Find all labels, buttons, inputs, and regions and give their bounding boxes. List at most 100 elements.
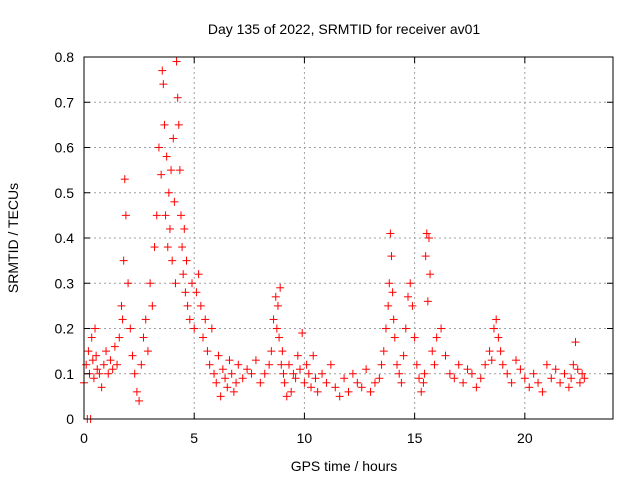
data-point [97, 383, 106, 392]
data-point [170, 197, 179, 206]
data-point [227, 369, 236, 378]
data-point [401, 324, 410, 333]
data-point [160, 120, 169, 129]
data-point [498, 360, 507, 369]
data-point [91, 324, 100, 333]
data-point [384, 301, 393, 310]
data-point [102, 347, 111, 356]
y-tick-label: 0.6 [55, 140, 75, 156]
data-point [212, 378, 221, 387]
data-point [459, 378, 468, 387]
data-point [164, 188, 173, 197]
data-point [190, 324, 199, 333]
data-point [326, 360, 335, 369]
data-point [238, 374, 247, 383]
data-point [467, 369, 476, 378]
data-point [388, 288, 397, 297]
data-point [454, 360, 463, 369]
data-point [366, 387, 375, 396]
data-point [135, 396, 144, 405]
data-point [542, 360, 551, 369]
data-point [221, 374, 230, 383]
data-point [296, 365, 305, 374]
y-tick-label: 0.1 [55, 366, 75, 382]
data-point [503, 369, 512, 378]
plot-frame [83, 56, 614, 420]
data-point [304, 369, 313, 378]
data-point [119, 256, 128, 265]
data-point [82, 360, 91, 369]
y-tick-label: 0.8 [55, 49, 75, 65]
data-point [276, 283, 285, 292]
data-point [199, 333, 208, 342]
data-point [370, 378, 379, 387]
data-point [397, 378, 406, 387]
data-point [298, 329, 307, 338]
data-point [159, 80, 168, 89]
data-point [88, 356, 97, 365]
data-point [178, 243, 187, 252]
data-point [113, 360, 122, 369]
data-point [167, 166, 176, 175]
data-point [419, 378, 428, 387]
data-point [205, 360, 214, 369]
data-point [150, 243, 159, 252]
data-point [322, 378, 331, 387]
y-axis-label: SRMTID / TECUs [5, 183, 21, 293]
data-point [84, 347, 93, 356]
data-point [420, 369, 429, 378]
data-point [567, 374, 576, 383]
data-point [168, 256, 177, 265]
axis-ticks: 0 0.1 0.2 0.3 0.4 0.5 0.6 0.7 0.8 0 5 10 15 20 [55, 49, 613, 446]
data-point [280, 378, 289, 387]
data-point [494, 333, 503, 342]
data-point [158, 66, 167, 75]
data-point [232, 378, 241, 387]
data-point [188, 279, 197, 288]
data-point [267, 347, 276, 356]
data-point [492, 315, 501, 324]
data-point [430, 360, 439, 369]
data-point [512, 356, 521, 365]
data-point [203, 347, 212, 356]
data-point [489, 324, 498, 333]
data-point [104, 369, 113, 378]
x-tick-label: 0 [80, 430, 88, 446]
data-point [132, 387, 141, 396]
x-tick-label: 10 [297, 430, 313, 446]
data-point [377, 360, 386, 369]
data-point [417, 387, 426, 396]
data-point [463, 365, 472, 374]
data-point [520, 374, 529, 383]
data-point [194, 270, 203, 279]
data-point [390, 333, 399, 342]
data-point [476, 374, 485, 383]
data-point [106, 356, 115, 365]
data-point [175, 166, 184, 175]
data-point [273, 301, 282, 310]
data-point [534, 378, 543, 387]
data-point [340, 374, 349, 383]
data-point [399, 351, 408, 360]
data-point [120, 175, 129, 184]
data-point [307, 383, 316, 392]
data-point [260, 369, 269, 378]
data-point [128, 351, 137, 360]
x-tick-label: 20 [517, 430, 533, 446]
data-point [87, 333, 96, 342]
data-point [481, 360, 490, 369]
data-point [404, 292, 413, 301]
data-point [165, 224, 174, 233]
data-point [426, 270, 435, 279]
data-point [256, 378, 265, 387]
data-point [311, 374, 320, 383]
data-point [441, 351, 450, 360]
data-point [406, 279, 415, 288]
data-point [278, 347, 287, 356]
y-tick-label: 0.5 [55, 185, 75, 201]
data-point [185, 315, 194, 324]
data-point [287, 387, 296, 396]
data-point [161, 211, 170, 220]
data-point [148, 301, 157, 310]
data-point [180, 224, 189, 233]
